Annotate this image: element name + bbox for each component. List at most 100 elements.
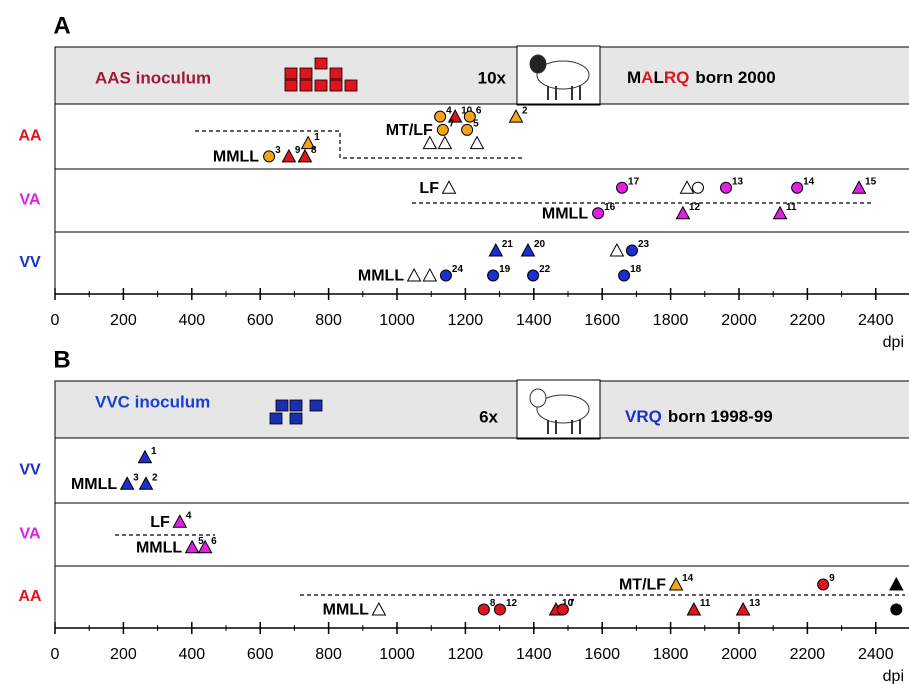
point-id: 1 [151, 446, 157, 457]
genotype-part: L [653, 68, 663, 87]
marker-triangle [447, 109, 463, 123]
inoculum-square [314, 79, 328, 92]
marker-triangle [609, 242, 625, 257]
point-id: 9 [829, 573, 835, 584]
group-label: MMLL [213, 149, 259, 166]
x-tick-label: 1800 [653, 312, 689, 329]
born: born 1998-99 [668, 407, 773, 426]
point-id: 9 [295, 145, 301, 156]
inoculum: VVC inoculum [95, 392, 210, 411]
point-id: 1 [314, 132, 320, 143]
marker-triangle [469, 135, 485, 150]
x-tick-label: 2200 [790, 646, 826, 663]
marker-circle [487, 269, 500, 282]
x-tick-label: 1400 [516, 312, 552, 329]
marker-triangle [197, 539, 213, 554]
marker-circle [791, 181, 804, 194]
sheep-body [536, 60, 590, 90]
x-tick-label: 400 [178, 312, 205, 329]
row-box [54, 168, 909, 233]
x-tick-label: 1400 [516, 646, 552, 663]
marker-circle [463, 110, 476, 123]
x-axis-label: dpi [883, 668, 904, 684]
header-box [54, 380, 909, 439]
x-tick-label: 600 [247, 312, 274, 329]
point-id: 5 [198, 536, 204, 547]
x-axis-label: dpi [883, 334, 904, 351]
marker-circle [527, 269, 540, 282]
marker-circle [436, 123, 449, 136]
x-tick-label: 2000 [721, 312, 757, 329]
marker-triangle [679, 180, 695, 194]
marker-triangle [437, 135, 453, 150]
row-label: VV [19, 254, 41, 271]
born: born 2000 [695, 68, 775, 87]
marker-triangle [488, 242, 504, 257]
genotype: VRQ born 1998-99 [625, 407, 773, 426]
point-id: 16 [604, 202, 616, 213]
marker-circle [616, 181, 629, 194]
genotype-part: RQ [664, 68, 690, 87]
point-id: 20 [534, 239, 546, 250]
marker-triangle [297, 148, 313, 163]
x-tick-label: 600 [247, 646, 274, 663]
inoculum-square [269, 412, 283, 425]
inoculum-square [309, 399, 323, 412]
marker-triangle [138, 476, 154, 490]
x-tick-label: 800 [315, 312, 342, 329]
panel-label: A [53, 12, 70, 39]
point-id: 15 [865, 176, 877, 187]
group-label: MMLL [358, 268, 404, 285]
header-box [54, 46, 909, 105]
marker-triangle [508, 109, 524, 123]
point-id: 14 [803, 176, 815, 187]
point-id: 19 [499, 264, 511, 275]
point-id: 7 [449, 119, 455, 130]
marker-circle [625, 244, 638, 257]
point-id: 8 [311, 145, 317, 156]
x-tick-label: 200 [110, 646, 137, 663]
genotype: MALRQ born 2000 [627, 68, 776, 87]
marker-circle [890, 603, 903, 616]
row-label: AA [18, 128, 42, 145]
point-id: 10 [562, 598, 574, 609]
marker-triangle [422, 135, 438, 150]
x-tick-label: 2400 [858, 312, 894, 329]
marker-circle [618, 269, 631, 282]
genotype-part: A [641, 68, 653, 87]
point-id: 6 [211, 536, 217, 547]
marker-triangle [686, 601, 702, 616]
genotype-part: VRQ [625, 407, 662, 426]
point-id: 12 [506, 598, 518, 609]
marker-triangle [281, 148, 297, 163]
divider [195, 130, 525, 159]
marker-triangle [172, 514, 188, 528]
inoculum-square [289, 412, 303, 425]
row-box [54, 103, 909, 170]
row-box [54, 565, 909, 629]
marker-triangle [735, 601, 751, 616]
row-box [54, 437, 909, 504]
group-label: MMLL [323, 602, 369, 619]
x-tick-label: 1800 [653, 646, 689, 663]
marker-circle [493, 603, 506, 616]
point-id: 23 [638, 239, 650, 250]
marker-triangle [888, 576, 904, 591]
point-id: 5 [473, 119, 479, 130]
inoculum-square [284, 67, 298, 80]
group-label: MMLL [542, 205, 588, 222]
point-id: 24 [452, 264, 464, 275]
inoculum-square [329, 79, 343, 92]
dose: 10x [478, 68, 507, 87]
inoculum: AAS inoculum [95, 68, 211, 87]
group-label: LF [419, 180, 439, 197]
group-label: LF [150, 514, 170, 531]
point-id: 3 [133, 472, 139, 483]
point-id: 13 [749, 598, 761, 609]
inoculum-square [284, 79, 298, 92]
marker-circle [556, 603, 569, 616]
group-label: MMLL [136, 539, 182, 556]
marker-triangle [668, 576, 684, 591]
point-id: 2 [522, 105, 528, 116]
